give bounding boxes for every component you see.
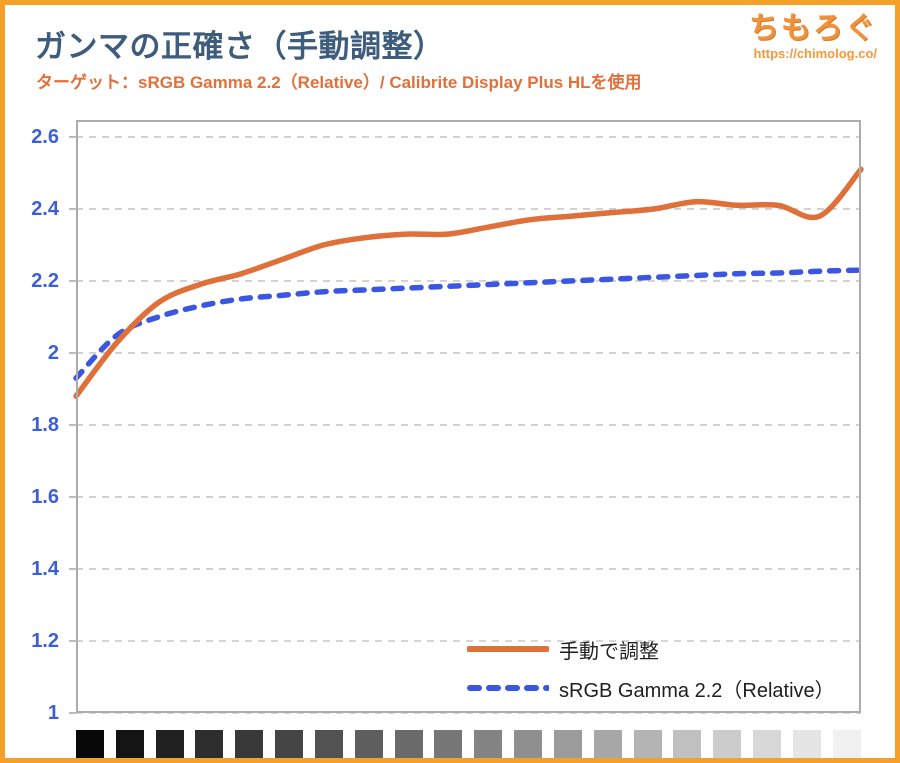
grayscale-swatch	[553, 730, 582, 758]
grayscale-swatch	[314, 730, 343, 758]
y-axis: 2.6 2.4 2.2 2 1.8 1.6 1.4 1.2 1	[5, 120, 67, 724]
y-axis-label: 2.6	[31, 125, 59, 148]
grayscale-swatch	[115, 730, 144, 758]
legend-label-srgb: sRGB Gamma 2.2（Relative）	[559, 679, 835, 702]
grayscale-swatch	[434, 730, 463, 758]
legend-item-manual: 手動で調整	[467, 637, 835, 663]
y-axis-label: 2.4	[31, 197, 59, 220]
series-line-manual	[73, 166, 864, 399]
solid-line-icon	[467, 646, 549, 652]
grayscale-swatch	[514, 730, 543, 758]
site-watermark: ちもろぐ https://chimolog.co/	[749, 13, 877, 60]
grayscale-swatch	[275, 730, 304, 758]
grayscale-swatch	[713, 730, 742, 758]
grayscale-swatch	[753, 730, 782, 758]
y-axis-label: 1	[47, 702, 59, 724]
grayscale-swatch	[832, 730, 861, 758]
grayscale-swatch	[235, 730, 264, 758]
grayscale-swatch	[195, 730, 224, 758]
grayscale-swatch	[792, 730, 821, 758]
chart-target-subtitle: ターゲット：sRGB Gamma 2.2（Relative）/ Calibrit…	[36, 73, 642, 92]
legend-label-manual: 手動で調整	[559, 640, 659, 663]
y-axis-label: 2	[47, 341, 59, 364]
grayscale-swatch	[633, 730, 662, 758]
grayscale-swatch	[474, 730, 503, 758]
site-logo: ちもろぐ	[749, 12, 877, 45]
gamma-chart-plot	[69, 120, 864, 714]
y-axis-label: 1.8	[31, 413, 59, 436]
grayscale-swatch	[354, 730, 383, 758]
chart-canvas	[69, 120, 864, 714]
y-axis-label: 1.2	[31, 629, 59, 652]
grayscale-swatch	[76, 730, 104, 758]
grayscale-axis	[76, 730, 861, 758]
y-axis-label: 2.2	[31, 269, 59, 292]
y-axis-label: 1.4	[31, 557, 59, 580]
y-axis-label: 1.6	[31, 485, 59, 508]
grayscale-swatch	[155, 730, 184, 758]
chart-legend: 手動で調整 sRGB Gamma 2.2（Relative）	[467, 637, 835, 715]
grayscale-swatch	[673, 730, 702, 758]
grayscale-swatch	[394, 730, 423, 758]
legend-item-srgb: sRGB Gamma 2.2（Relative）	[467, 676, 835, 702]
series-line-srgb	[73, 267, 864, 381]
dashed-line-icon	[467, 685, 549, 691]
page-title: ガンマの正確さ（手動調整）	[35, 29, 445, 64]
site-url: https://chimolog.co/	[753, 45, 878, 61]
grayscale-swatch	[593, 730, 622, 758]
